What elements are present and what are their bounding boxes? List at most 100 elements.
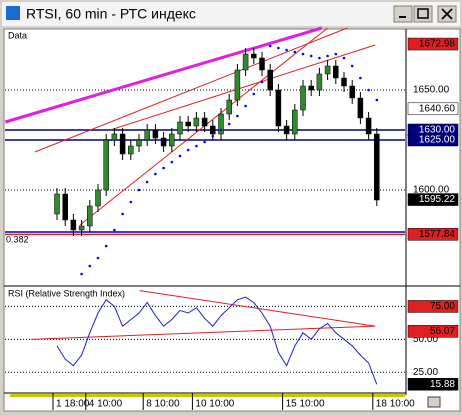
sar-dot bbox=[236, 114, 239, 118]
price-tag-label: 56.07 bbox=[430, 326, 455, 337]
close-button[interactable] bbox=[437, 5, 457, 23]
sar-dot bbox=[318, 56, 321, 60]
sar-dot bbox=[334, 52, 338, 56]
x-tick-label: 1 18:00 bbox=[56, 399, 90, 410]
candle-body bbox=[267, 69, 273, 91]
candle-body bbox=[62, 193, 68, 221]
candle-body bbox=[144, 129, 150, 141]
price-tag bbox=[407, 133, 459, 147]
sar-dot bbox=[129, 200, 133, 204]
sar-dot bbox=[367, 88, 370, 92]
trend-line bbox=[4, 26, 323, 124]
candle-body bbox=[308, 85, 314, 91]
y-tick-label: 1600.00 bbox=[413, 185, 450, 196]
sar-dot bbox=[170, 160, 174, 164]
price-tag bbox=[407, 102, 459, 116]
candle-body bbox=[128, 145, 134, 155]
sar-dot bbox=[137, 188, 141, 192]
y-tick-label: 1650.00 bbox=[413, 85, 450, 96]
candle-body bbox=[341, 77, 347, 87]
candle-body bbox=[119, 133, 126, 155]
x-tick-label: 15 10:00 bbox=[286, 399, 325, 410]
sar-dot bbox=[219, 128, 223, 132]
candle-body bbox=[349, 85, 355, 99]
title-bar bbox=[2, 2, 460, 26]
sar-dot bbox=[88, 264, 92, 268]
sar-dot bbox=[326, 54, 329, 58]
price-tag-label: 75.00 bbox=[430, 301, 455, 312]
candle-body bbox=[259, 57, 265, 71]
price-tag-label: 1630.00 bbox=[419, 125, 456, 136]
sar-dot bbox=[211, 134, 215, 138]
candle-body bbox=[251, 53, 257, 59]
sar-dot bbox=[80, 272, 83, 276]
sar-dot bbox=[113, 228, 116, 232]
sar-dot bbox=[195, 144, 198, 148]
x-tick-label: 8 10:00 bbox=[146, 399, 180, 410]
candle-body bbox=[87, 205, 93, 227]
sar-dot bbox=[96, 256, 100, 260]
candle-body bbox=[316, 73, 323, 91]
window-title: RTSI, 60 min - РТС индекс bbox=[26, 6, 196, 22]
chart-area bbox=[3, 28, 461, 412]
sar-dot bbox=[277, 46, 280, 50]
sar-dot bbox=[301, 52, 305, 56]
price-tag bbox=[407, 325, 459, 338]
panel-label: Data bbox=[8, 30, 27, 40]
price-tag-label: 15.88 bbox=[430, 379, 455, 390]
level-label: 0.382 bbox=[6, 235, 29, 245]
candle-body bbox=[275, 89, 282, 127]
candle-body bbox=[78, 225, 85, 231]
price-tag-label: 1640.60 bbox=[419, 103, 456, 114]
time-strip bbox=[10, 394, 405, 397]
candle-body bbox=[374, 133, 380, 201]
candle-body bbox=[70, 219, 77, 231]
sar-dot bbox=[342, 56, 346, 60]
candle-body bbox=[292, 109, 298, 135]
trend-line bbox=[110, 44, 376, 131]
candle-body bbox=[193, 117, 200, 127]
price-tag-label: 1595.22 bbox=[419, 194, 456, 205]
price-tag bbox=[407, 37, 459, 51]
app-icon bbox=[6, 6, 20, 20]
x-tick-label: 10 10:00 bbox=[195, 399, 234, 410]
candle-body bbox=[152, 129, 159, 139]
candle-body bbox=[201, 117, 208, 127]
trend-line bbox=[34, 27, 348, 153]
candle-body bbox=[234, 69, 241, 101]
sar-dot bbox=[375, 98, 379, 102]
rsi-line bbox=[56, 296, 378, 385]
candle-body bbox=[111, 133, 118, 141]
sar-dot bbox=[244, 104, 247, 108]
candle-body bbox=[283, 125, 290, 135]
maximize-button[interactable] bbox=[413, 5, 433, 23]
candle-body bbox=[226, 99, 232, 115]
sar-dot bbox=[268, 44, 272, 48]
y-tick-label: 50.00 bbox=[413, 334, 438, 345]
candle-body bbox=[210, 125, 216, 135]
candle-body bbox=[95, 189, 101, 207]
candle-body bbox=[185, 121, 191, 127]
candle-body bbox=[365, 117, 372, 135]
candle-body bbox=[333, 65, 339, 79]
price-tag-label: 1625.00 bbox=[419, 135, 456, 146]
candle-body bbox=[357, 97, 364, 119]
price-tag bbox=[407, 193, 459, 206]
candle-body bbox=[177, 121, 183, 135]
candle-body bbox=[54, 193, 60, 215]
minimize-button[interactable] bbox=[393, 5, 413, 23]
sar-dot bbox=[252, 92, 256, 96]
sar-dot bbox=[227, 122, 231, 126]
sar-dot bbox=[104, 244, 108, 248]
x-tick-label: 18 10:00 bbox=[376, 399, 415, 410]
candle-body bbox=[169, 133, 175, 147]
sar-dot bbox=[309, 54, 313, 58]
scroll-button[interactable] bbox=[427, 396, 441, 408]
trend-line bbox=[79, 27, 328, 226]
sar-dot bbox=[350, 64, 354, 68]
candle-body bbox=[300, 85, 306, 111]
price-tag-label: 1672.98 bbox=[419, 39, 456, 50]
candle-body bbox=[242, 53, 249, 71]
